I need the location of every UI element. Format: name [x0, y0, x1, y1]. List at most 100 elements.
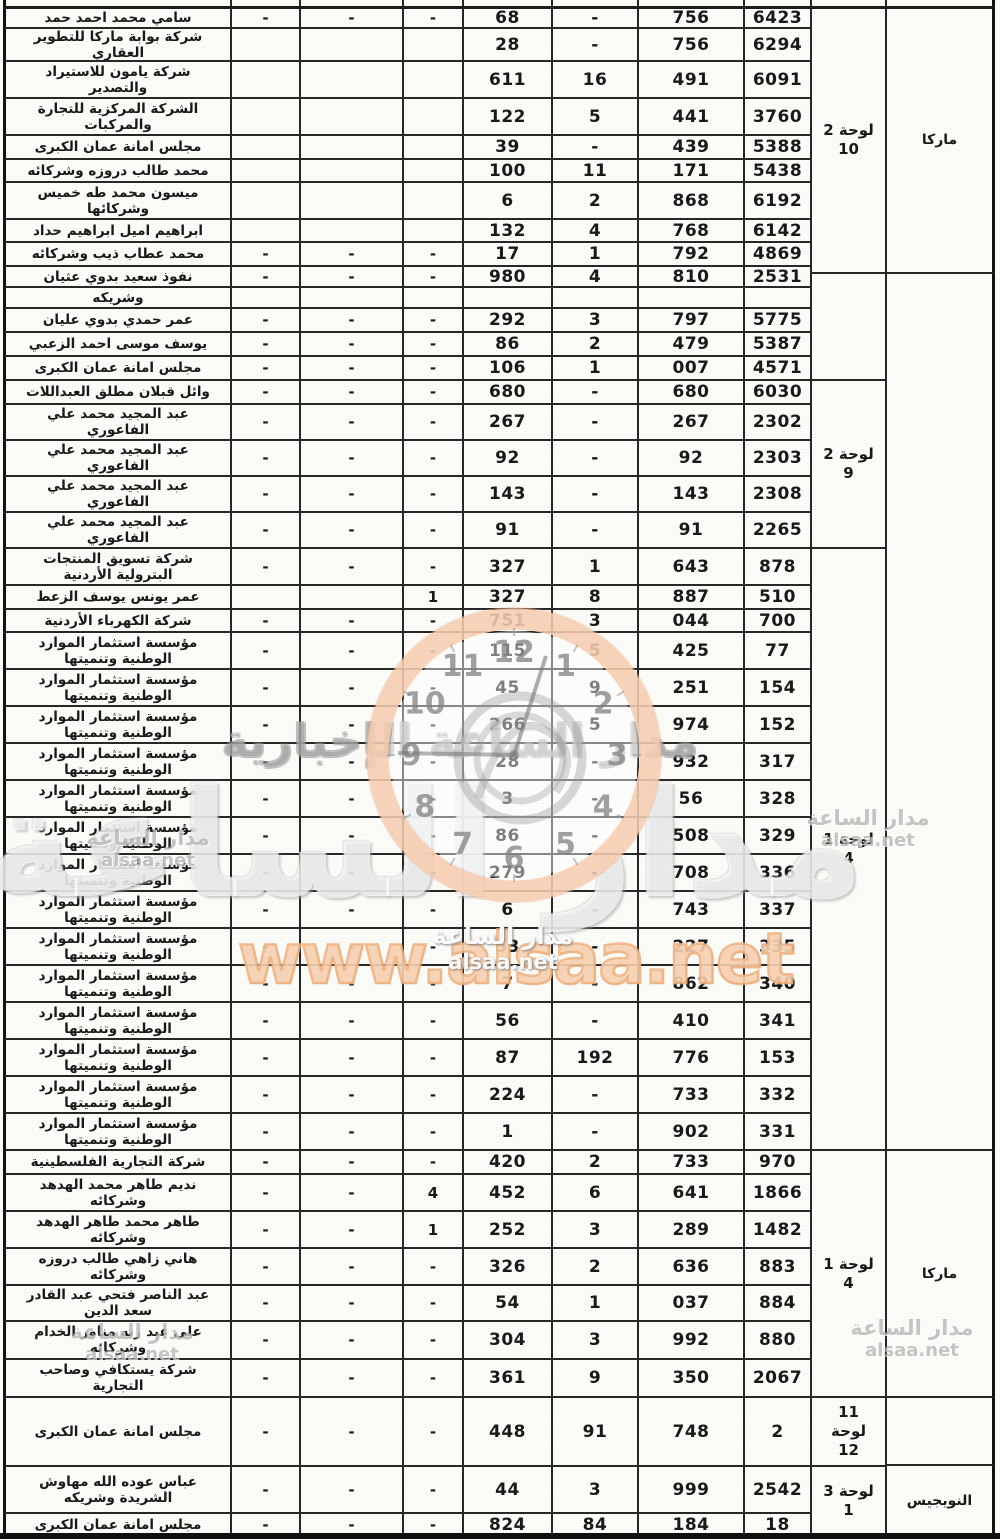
district-cell: ماركا: [887, 1151, 995, 1398]
dash-cell: -: [301, 309, 404, 331]
name-cell: مجلس امانة عمان الكبرى: [6, 357, 232, 379]
dash-cell: -: [301, 1003, 404, 1038]
name-cell: مؤسسة استثمار الموارد الوطنية وتنميتها: [6, 633, 232, 668]
dash-cell: -: [404, 855, 464, 890]
table-row: شركة يستكافي وصاحب التجارية---3619350206…: [3, 1360, 812, 1398]
dash-cell: -: [301, 633, 404, 668]
value-cell: [553, 288, 639, 307]
value-cell: 361: [464, 1360, 553, 1396]
dash-cell: -: [232, 333, 301, 355]
value-cell: 317: [745, 744, 812, 779]
dash-cell: 1: [404, 586, 464, 608]
dash-cell: -: [404, 441, 464, 475]
dash-cell: [232, 160, 301, 181]
value-cell: 410: [639, 1003, 745, 1038]
name-cell: مؤسسة استثمار الموارد الوطنية وتنميتها: [6, 855, 232, 890]
name-cell: مؤسسة استثمار الموارد الوطنية وتنميتها: [6, 818, 232, 853]
dash-cell: -: [301, 1249, 404, 1284]
table-row: مؤسسة استثمار الموارد الوطنية وتنميتها--…: [3, 633, 812, 670]
table-row: مؤسسة استثمار الموارد الوطنية وتنميتها--…: [3, 818, 812, 855]
scanned-table-page: سامي محمد احمد حمد---68-7566423شركة بواب…: [0, 0, 1000, 1539]
dash-cell: [232, 29, 301, 60]
table-row: الشركة المركزية للتجارة والمركبات1225441…: [3, 99, 812, 136]
value-cell: 337: [745, 892, 812, 927]
dash-cell: -: [232, 1151, 301, 1173]
value-cell: 2265: [745, 513, 812, 547]
name-cell: مؤسسة استثمار الموارد الوطنية وتنميتها: [6, 744, 232, 779]
dash-cell: -: [301, 477, 404, 511]
value-cell: 2067: [745, 1360, 812, 1396]
name-cell: ميسون محمد طه خميس وشركائها: [6, 183, 232, 218]
value-cell: -: [553, 1003, 639, 1038]
value-cell: -: [553, 405, 639, 439]
dash-cell: -: [404, 357, 464, 379]
name-cell: عمر يونس يوسف الزعط: [6, 586, 232, 608]
dash-cell: -: [301, 1212, 404, 1247]
name-cell: مؤسسة استثمار الموارد الوطنية وتنميتها: [6, 1114, 232, 1149]
name-cell: هاني زاهي طالب دروزه وشركائه: [6, 1249, 232, 1284]
table-row: نديم طاهر محمد الهدهد وشركائه--445266411…: [3, 1175, 812, 1212]
dash-cell: [301, 160, 404, 181]
dash-cell: -: [232, 1175, 301, 1210]
value-cell: [745, 288, 812, 307]
value-cell: 335: [745, 929, 812, 964]
dash-cell: -: [301, 855, 404, 890]
table-row: مؤسسة استثمار الموارد الوطنية وتنميتها--…: [3, 707, 812, 744]
value-cell: 439: [639, 136, 745, 158]
name-cell: مجلس امانة عمان الكبرى: [6, 1514, 232, 1535]
dash-cell: -: [232, 243, 301, 265]
value-cell: 9: [553, 670, 639, 705]
value-cell: 227: [639, 929, 745, 964]
value-cell: 756: [639, 8, 745, 27]
name-cell: عبد المجيد محمد علي الفاعوري: [6, 477, 232, 511]
district-cell: النويجيس: [887, 1466, 995, 1537]
district-cell: ماركا: [887, 8, 995, 274]
value-cell: 91: [639, 513, 745, 547]
table-row: عباس عوده الله مهاوش الشريدة وشريكه---44…: [3, 1467, 812, 1514]
value-cell: 880: [745, 1322, 812, 1358]
dash-cell: -: [404, 1077, 464, 1112]
value-cell: 4869: [745, 243, 812, 265]
value-cell: 6: [464, 892, 553, 927]
value-cell: 1866: [745, 1175, 812, 1210]
dash-cell: -: [404, 333, 464, 355]
value-cell: 883: [745, 1249, 812, 1284]
dash-cell: -: [232, 8, 301, 27]
value-cell: -: [553, 855, 639, 890]
value-cell: 1: [553, 1286, 639, 1320]
value-cell: [464, 288, 553, 307]
value-cell: 5387: [745, 333, 812, 355]
table-row: مجلس امانة عمان الكبرى---10610074571: [3, 357, 812, 381]
value-cell: 11: [553, 160, 639, 181]
dash-cell: -: [301, 744, 404, 779]
dash-cell: -: [232, 1514, 301, 1535]
table-row: مؤسسة استثمار الموارد الوطنية وتنميتها--…: [3, 1040, 812, 1077]
dash-cell: -: [301, 1398, 404, 1465]
value-cell: -: [553, 441, 639, 475]
name-cell: عبد الناصر فتحي عبد القادر سعد الدين: [6, 1286, 232, 1320]
dash-cell: -: [232, 309, 301, 331]
value-cell: 751: [464, 610, 553, 631]
value-cell: 970: [745, 1151, 812, 1173]
dash-cell: -: [301, 381, 404, 403]
table-row: محمد طالب دروزه وشركائه100111715438: [3, 160, 812, 183]
value-cell: -: [553, 29, 639, 60]
value-cell: 192: [553, 1040, 639, 1075]
dash-cell: -: [232, 1398, 301, 1465]
table-row: ابراهيم اميل ابراهيم حداد13247686142: [3, 220, 812, 243]
dash-cell: -: [404, 549, 464, 584]
dash-cell: -: [404, 1398, 464, 1465]
value-cell: 2: [553, 1151, 639, 1173]
value-cell: 87: [464, 1040, 553, 1075]
value-cell: 153: [745, 1040, 812, 1075]
board-group-cell: [812, 274, 887, 381]
table-row: مؤسسة استثمار الموارد الوطنية وتنميتها--…: [3, 892, 812, 929]
table-row: عبد الناصر فتحي عبد القادر سعد الدين---5…: [3, 1286, 812, 1322]
value-cell: 2: [553, 1249, 639, 1284]
value-cell: 16: [553, 62, 639, 97]
name-cell: مجلس امانة عمان الكبرى: [6, 1398, 232, 1465]
board-group-cell: 11 لوحة 12: [812, 1398, 887, 1467]
name-cell: مؤسسة استثمار الموارد الوطنية وتنميتها: [6, 966, 232, 1001]
value-cell: 643: [639, 549, 745, 584]
dash-cell: -: [301, 1322, 404, 1358]
